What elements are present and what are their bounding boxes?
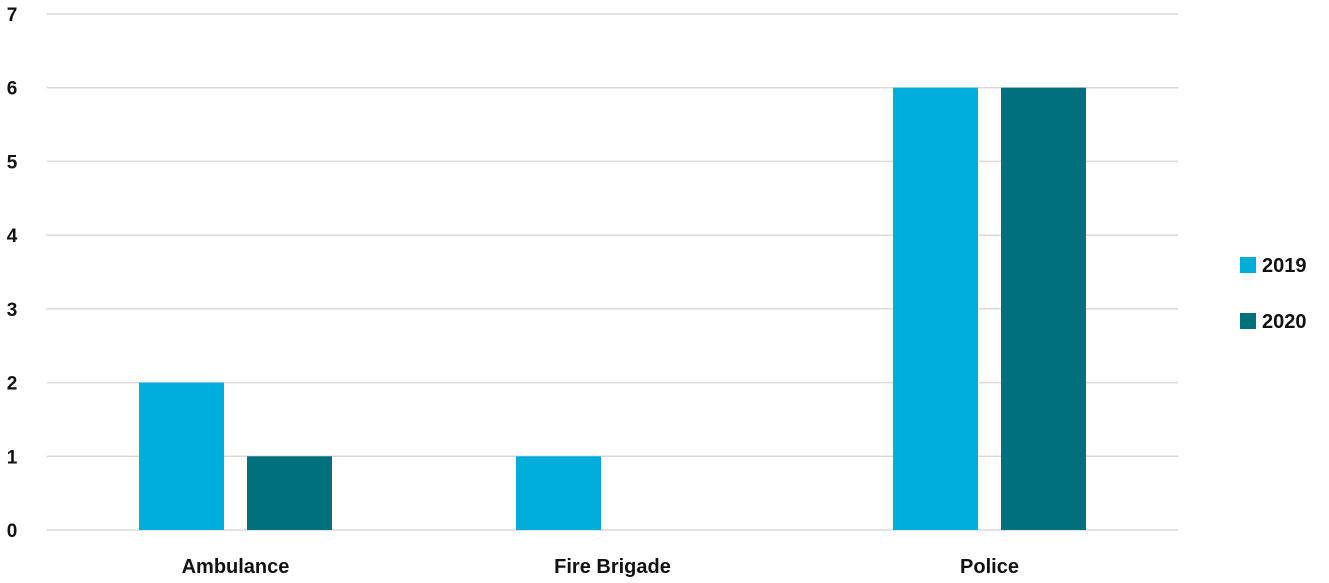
bar-fire-brigade-2019 — [516, 456, 601, 530]
gridlines — [47, 13, 1178, 531]
legend-label-2019: 2019 — [1262, 255, 1307, 277]
y-tick-label-3: 3 — [7, 300, 18, 321]
y-tick-label-2: 2 — [7, 374, 18, 395]
bar-ambulance-2020 — [247, 456, 332, 530]
y-tick-label-0: 0 — [7, 521, 18, 542]
x-category-label-fire-brigade: Fire Brigade — [554, 556, 671, 578]
y-tick-label-5: 5 — [7, 152, 18, 173]
bars — [139, 87, 1086, 530]
y-tick-label-1: 1 — [7, 447, 18, 468]
legend-swatch-2019 — [1240, 257, 1256, 273]
bar-police-2020 — [1001, 87, 1086, 530]
y-tick-label-7: 7 — [7, 5, 18, 26]
y-tick-label-6: 6 — [7, 79, 18, 100]
y-tick-label-4: 4 — [7, 226, 18, 247]
bar-ambulance-2019 — [139, 382, 224, 530]
legend-swatch-2020 — [1240, 313, 1256, 329]
legend: 2019 2020 — [1240, 255, 1307, 333]
x-category-label-police: Police — [960, 556, 1019, 578]
bar-police-2019 — [893, 87, 978, 530]
x-axis-category-labels: Ambulance Fire Brigade Police — [182, 556, 1019, 578]
x-category-label-ambulance: Ambulance — [182, 556, 290, 578]
legend-label-2020: 2020 — [1262, 311, 1307, 333]
y-axis-tick-labels: 0 1 2 3 4 5 6 7 — [7, 5, 18, 542]
